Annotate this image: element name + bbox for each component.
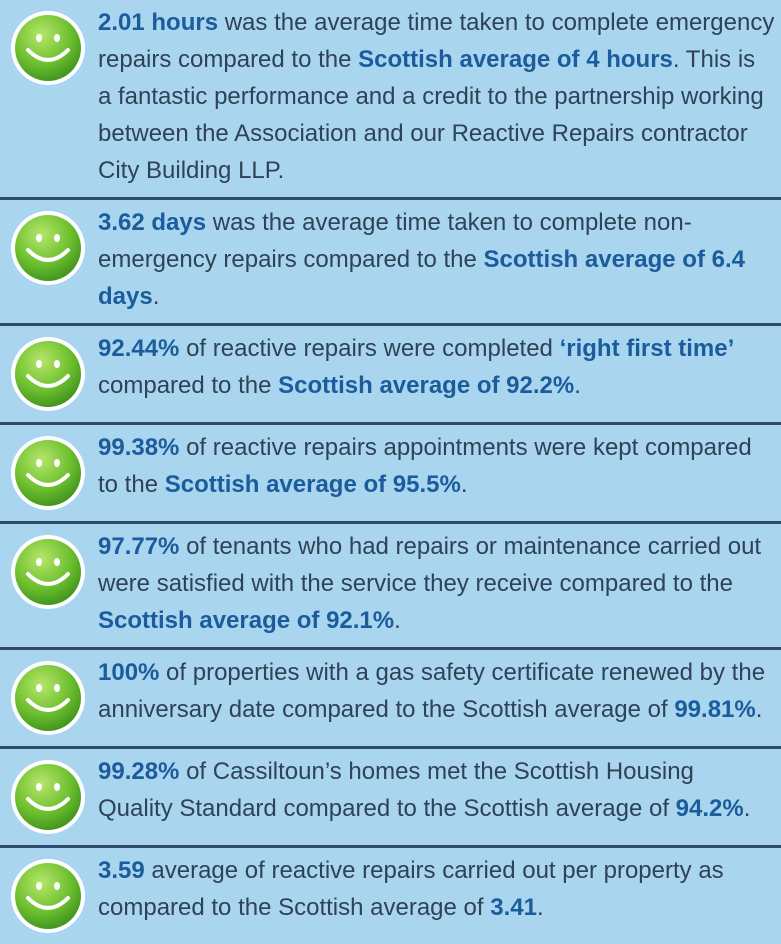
body-text: of reactive repairs were completed xyxy=(179,335,560,362)
smiley-icon xyxy=(11,859,85,933)
stat-text: 2.01 hours was the average time taken to… xyxy=(98,4,781,189)
smiley-icon xyxy=(11,436,85,510)
stat-row: 3.59 average of reactive repairs carried… xyxy=(0,848,781,944)
stat-row: 2.01 hours was the average time taken to… xyxy=(0,0,781,200)
body-text: . xyxy=(755,696,763,723)
highlight-text: 92.44% xyxy=(98,335,180,362)
smiley-icon xyxy=(11,211,85,285)
body-text: . xyxy=(394,607,401,634)
body-text: . xyxy=(743,795,751,822)
highlight-text: Scottish average of 95.5% xyxy=(164,471,461,498)
highlight-text: 94.2% xyxy=(675,795,744,822)
highlight-text: Scottish average of 6.4 days xyxy=(98,246,745,310)
stat-text: 92.44% of reactive repairs were complete… xyxy=(98,330,781,404)
stat-row: 100% of properties with a gas safety cer… xyxy=(0,650,781,749)
smiley-icon xyxy=(11,760,85,834)
smiley-icon xyxy=(11,661,85,735)
body-text: of tenants who had repairs or maintenanc… xyxy=(98,533,762,597)
highlight-text: 3.62 days xyxy=(98,209,207,236)
highlight-text: 99.38% xyxy=(98,434,180,461)
highlight-text: 100% xyxy=(98,659,160,686)
stat-row: 92.44% of reactive repairs were complete… xyxy=(0,326,781,425)
highlight-text: 3.41 xyxy=(490,894,537,921)
stat-text: 97.77% of tenants who had repairs or mai… xyxy=(98,528,781,639)
stat-row: 99.38% of reactive repairs appointments … xyxy=(0,425,781,524)
highlight-text: Scottish average of 92.2% xyxy=(278,372,575,399)
highlight-text: 3.59 xyxy=(98,857,145,884)
stat-row: 99.28% of Cassiltoun’s homes met the Sco… xyxy=(0,749,781,848)
body-text: . xyxy=(536,894,544,921)
stat-row: 97.77% of tenants who had repairs or mai… xyxy=(0,524,781,650)
stat-text: 3.59 average of reactive repairs carried… xyxy=(98,852,781,926)
body-text: was the average time taken to complete n… xyxy=(98,209,692,273)
smiley-icon xyxy=(11,11,85,85)
highlight-text: 99.28% xyxy=(98,758,180,785)
body-text: . This is a fantastic performance and a … xyxy=(98,46,764,184)
smiley-icon xyxy=(11,337,85,411)
highlight-text: ‘right first time’ xyxy=(559,335,735,362)
body-text: was the average time taken to complete e… xyxy=(98,9,775,73)
body-text: of properties with a gas safety certific… xyxy=(98,659,766,723)
stat-text: 99.38% of reactive repairs appointments … xyxy=(98,429,781,503)
stat-text: 99.28% of Cassiltoun’s homes met the Sco… xyxy=(98,753,781,827)
body-text: . xyxy=(460,471,468,498)
body-text: average of reactive repairs carried out … xyxy=(98,857,724,921)
stat-text: 100% of properties with a gas safety cer… xyxy=(98,654,781,728)
highlight-text: Scottish average of 92.1% xyxy=(98,607,395,634)
body-text: of Cassiltoun’s homes met the Scottish H… xyxy=(98,758,694,822)
smiley-icon xyxy=(11,535,85,609)
highlight-text: Scottish average of 4 hours xyxy=(358,46,673,73)
body-text: of reactive repairs appointments were ke… xyxy=(98,434,752,498)
highlight-text: 97.77% xyxy=(98,533,180,560)
highlight-text: 2.01 hours xyxy=(98,9,219,36)
body-text: . xyxy=(574,372,581,399)
highlight-text: 99.81% xyxy=(674,696,756,723)
body-text: . xyxy=(152,283,160,310)
stat-row: 3.62 days was the average time taken to … xyxy=(0,200,781,326)
body-text: compared to the xyxy=(98,372,279,399)
stat-text: 3.62 days was the average time taken to … xyxy=(98,204,781,315)
